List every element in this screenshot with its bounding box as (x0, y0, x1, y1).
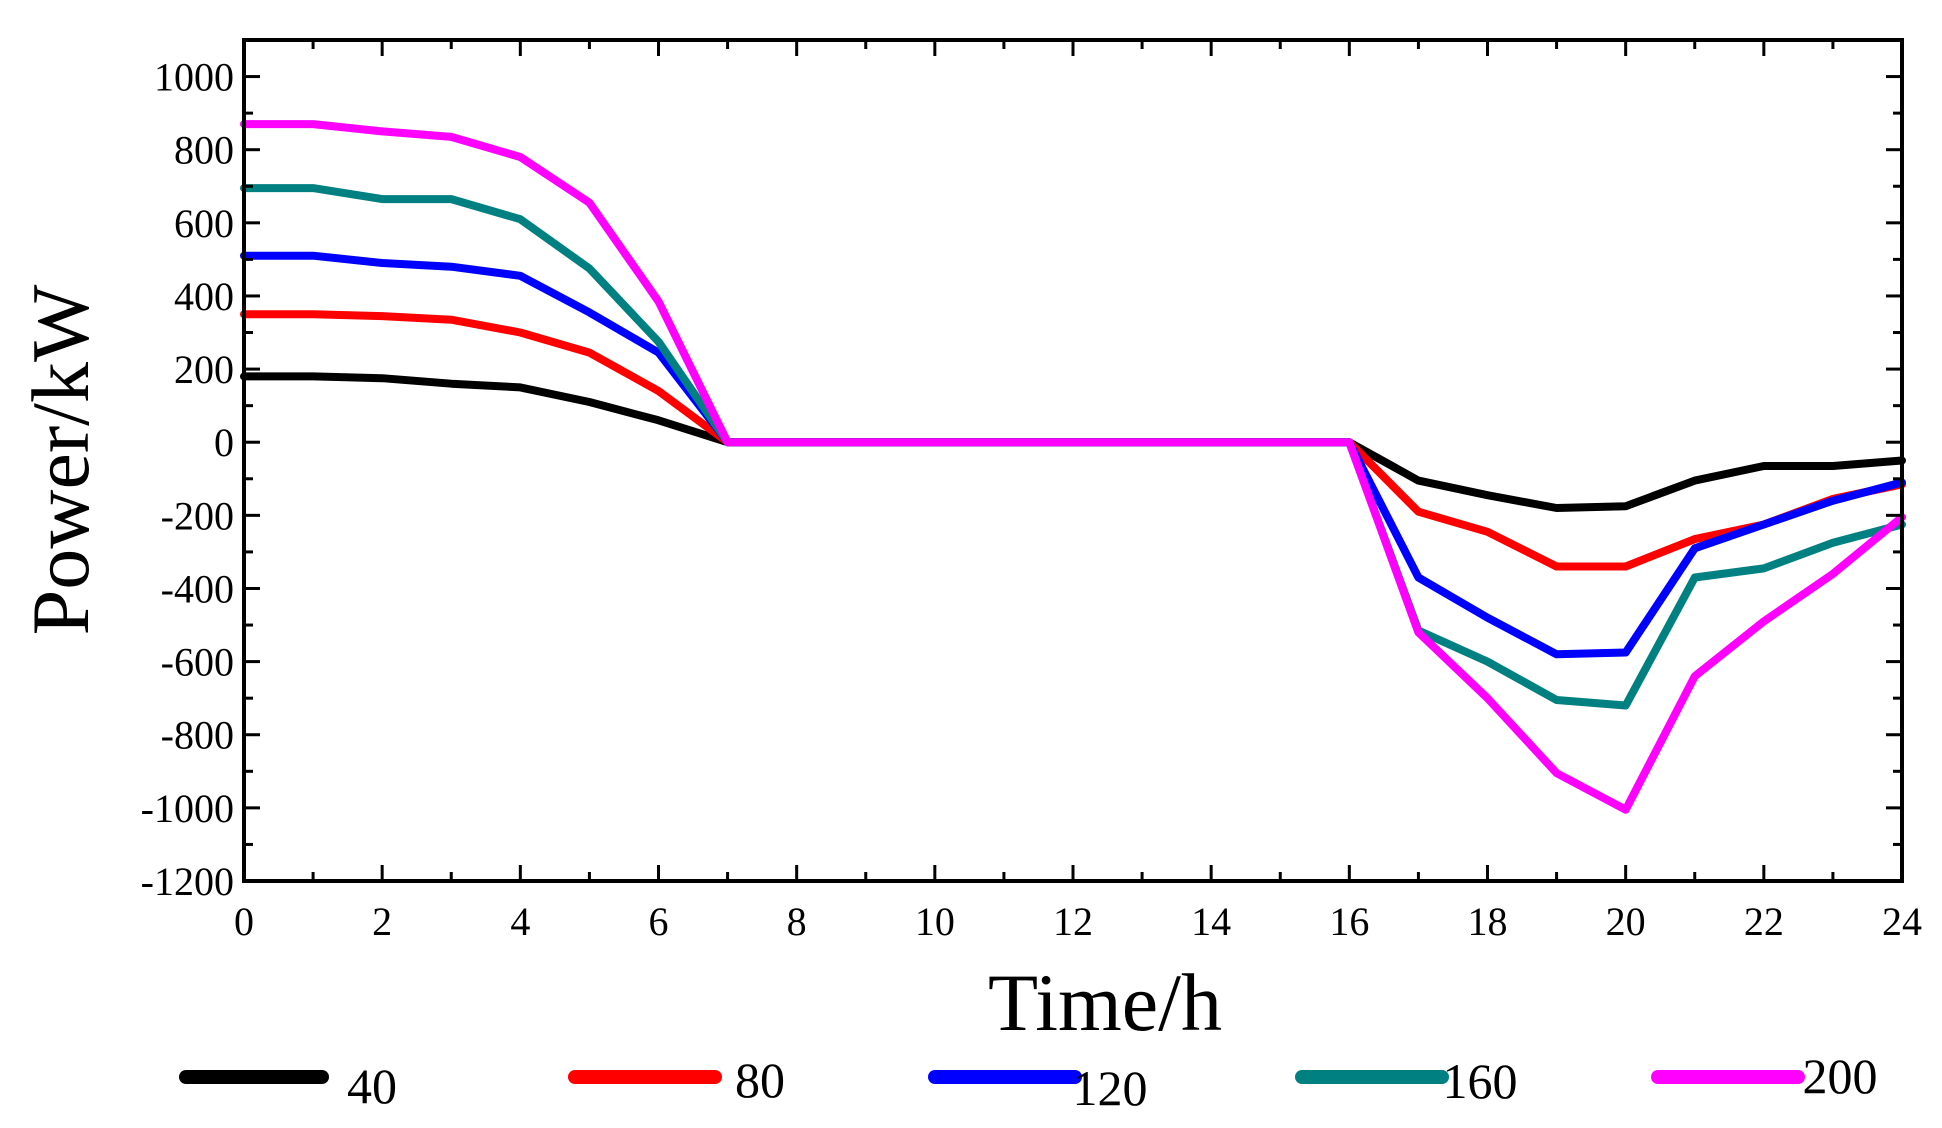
x-tick-label: 2 (372, 899, 392, 944)
plot-frame (242, 38, 1904, 883)
x-tick-label: 18 (1468, 899, 1508, 944)
y-tick-label: -1200 (141, 859, 234, 904)
y-tick-label: 200 (174, 347, 234, 392)
legend-item-80: 80 (568, 1052, 785, 1108)
x-tick-label: 10 (915, 899, 955, 944)
y-tick-label: 600 (174, 201, 234, 246)
series-line-120 (240, 251, 1906, 659)
y-tick-label: 800 (174, 128, 234, 173)
x-tick-label: 20 (1606, 899, 1646, 944)
legend: 40 80 120 160 200 (179, 1048, 1878, 1116)
legend-item-200: 200 (1651, 1048, 1878, 1104)
legend-label: 40 (347, 1058, 397, 1114)
series-line-200 (240, 120, 1906, 814)
y-tick-label: 0 (214, 420, 234, 465)
y-tick-label: -200 (161, 493, 234, 538)
tick-labels: 0 2 4 6 8 10 12 14 16 18 20 22 2410008006004002000-2… (141, 55, 1922, 944)
x-tick-label: 6 (649, 899, 669, 944)
x-tick-label: 16 (1329, 899, 1369, 944)
y-tick-label: -400 (161, 566, 234, 611)
x-tick-label: 12 (1053, 899, 1093, 944)
x-tick-label: 22 (1744, 899, 1784, 944)
y-tick-label: -600 (161, 640, 234, 685)
legend-label: 200 (1803, 1048, 1878, 1104)
y-tick-label: 1000 (154, 55, 234, 100)
series-layer (240, 120, 1906, 814)
legend-item-160: 160 (1295, 1053, 1518, 1109)
x-tick-label: 0 (234, 899, 254, 944)
y-tick-label: -800 (161, 713, 234, 758)
legend-label: 120 (1073, 1060, 1148, 1116)
y-axis-title: Power/kW (15, 284, 106, 635)
x-tick-label: 24 (1882, 899, 1922, 944)
x-tick-label: 14 (1191, 899, 1231, 944)
y-tick-label: 400 (174, 274, 234, 319)
legend-label: 160 (1443, 1053, 1518, 1109)
x-tick-label: 8 (787, 899, 807, 944)
legend-item-120: 120 (928, 1060, 1148, 1116)
legend-item-40: 40 (179, 1058, 397, 1114)
x-tick-label: 4 (510, 899, 530, 944)
legend-label: 80 (735, 1052, 785, 1108)
x-axis-title: Time/h (988, 957, 1222, 1048)
y-tick-label: -1000 (141, 786, 234, 831)
series-line-160 (240, 184, 1906, 710)
